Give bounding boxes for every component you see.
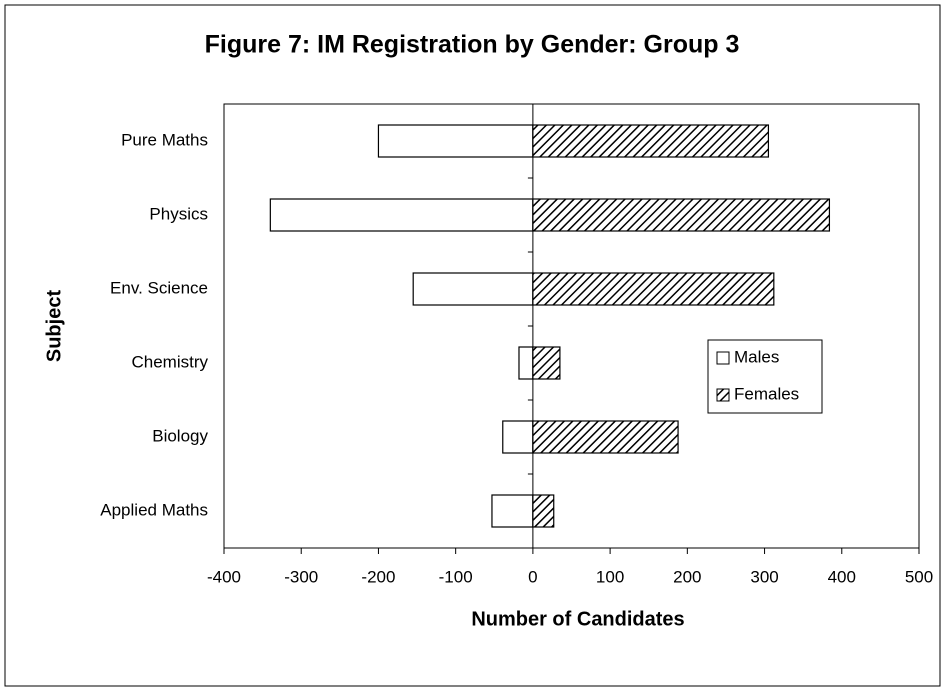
y-tick-label: Env. Science [110,278,208,297]
y-tick-label: Pure Maths [121,130,208,149]
bar [412,272,534,306]
bar [532,346,561,380]
bar [377,124,534,158]
legend-swatch [716,351,730,365]
plot-area [223,103,920,549]
bar [532,420,679,454]
legend-swatch [716,388,730,402]
y-tick-label: Applied Maths [100,500,208,519]
y-axis-label: Subject [43,290,65,363]
bar [518,346,534,380]
x-tick-label: -300 [284,567,318,586]
y-tick-label: Physics [149,204,208,223]
x-tick-label: 0 [528,567,537,586]
bar [532,494,555,528]
x-tick-label: 100 [596,567,624,586]
bar [269,198,534,232]
y-tick-label: Chemistry [131,352,208,371]
bar [532,272,775,306]
x-tick-label: 300 [750,567,778,586]
x-tick-label: -200 [361,567,395,586]
x-tick-label: 500 [905,567,933,586]
legend-label: Females [734,384,799,403]
y-tick-label: Biology [152,426,208,445]
x-axis-label: Number of Candidates [471,608,684,630]
x-tick-label: 400 [828,567,856,586]
chart-title: Figure 7: IM Registration by Gender: Gro… [205,31,740,59]
x-tick-label: 200 [673,567,701,586]
legend-label: Males [734,347,779,366]
bar [532,198,831,232]
bar [491,494,534,528]
x-tick-label: -400 [207,567,241,586]
bar [532,124,770,158]
bar [502,420,534,454]
x-tick-label: -100 [439,567,473,586]
